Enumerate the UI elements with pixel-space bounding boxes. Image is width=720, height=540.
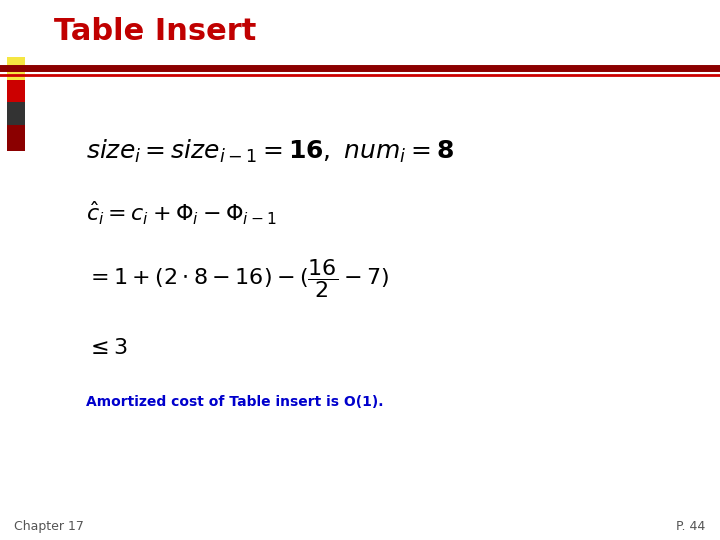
Text: $= 1 + (2 \cdot 8 - 16) - (\dfrac{16}{2} - 7)$: $= 1 + (2 \cdot 8 - 16) - (\dfrac{16}{2}… [86, 256, 390, 300]
Text: Table Insert: Table Insert [54, 17, 256, 46]
Text: P. 44: P. 44 [676, 520, 706, 533]
Text: $\mathit{size}_i = \mathit{size}_{i-1} = \mathbf{16},\ \mathit{num}_i = \mathbf{: $\mathit{size}_i = \mathit{size}_{i-1} =… [86, 138, 454, 165]
Text: $\leq 3$: $\leq 3$ [86, 338, 128, 359]
Text: Amortized cost of Table insert is O(1).: Amortized cost of Table insert is O(1). [86, 395, 384, 409]
Bar [7, 57, 25, 83]
Bar [7, 125, 25, 151]
Bar [7, 79, 25, 105]
Text: $\hat{c}_i = c_i + \Phi_i - \Phi_{i-1}$: $\hat{c}_i = c_i + \Phi_i - \Phi_{i-1}$ [86, 200, 277, 227]
Bar [7, 102, 25, 128]
Text: Chapter 17: Chapter 17 [14, 520, 84, 533]
